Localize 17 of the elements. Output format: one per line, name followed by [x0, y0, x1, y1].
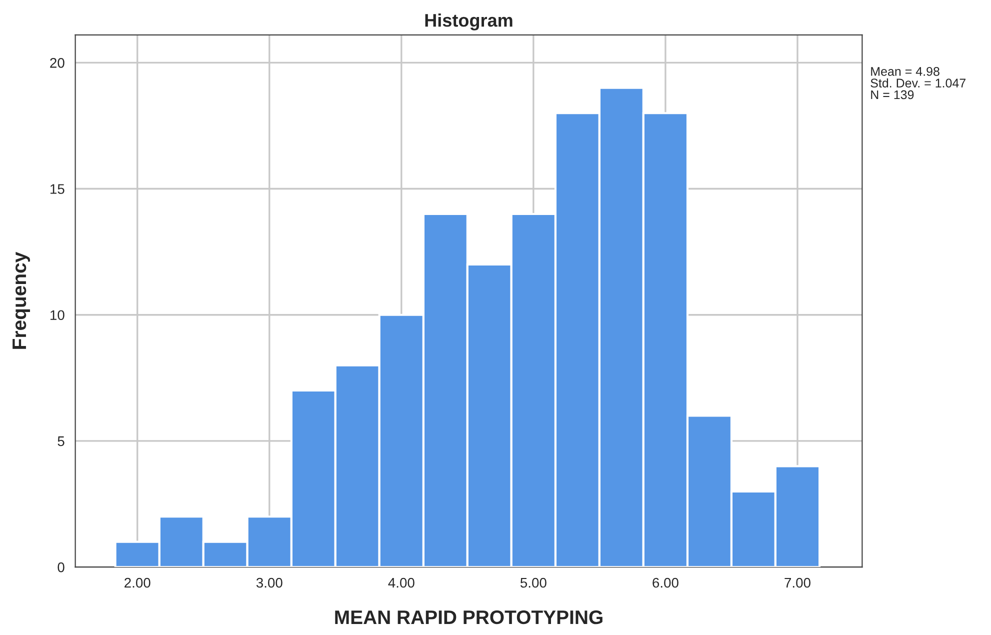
x-axis-title: MEAN RAPID PROTOTYPING — [335, 610, 602, 624]
x-tick-label: 5.00 — [520, 578, 546, 588]
text: Mean = 4.98 — [871, 67, 940, 76]
y-tick-label: 20 — [50, 58, 64, 68]
text: N = 139 — [871, 90, 914, 100]
y-tick-label: 15 — [50, 184, 64, 194]
x-tick-label: 2.00 — [124, 578, 150, 588]
x-tick-label: 4.00 — [388, 578, 414, 588]
x-tick-label: 6.00 — [652, 578, 678, 588]
chart-title: Histogram — [425, 14, 512, 30]
text: Std. Dev. = 1.047 — [870, 78, 966, 88]
y-tick-label: 5 — [58, 436, 64, 446]
y-axis-title: Frequency — [12, 252, 30, 349]
x-tick-label: 7.00 — [784, 578, 810, 588]
x-tick-label: 3.00 — [256, 578, 282, 588]
y-tick-label: 10 — [50, 310, 64, 320]
y-tick-label: 0 — [58, 562, 64, 572]
